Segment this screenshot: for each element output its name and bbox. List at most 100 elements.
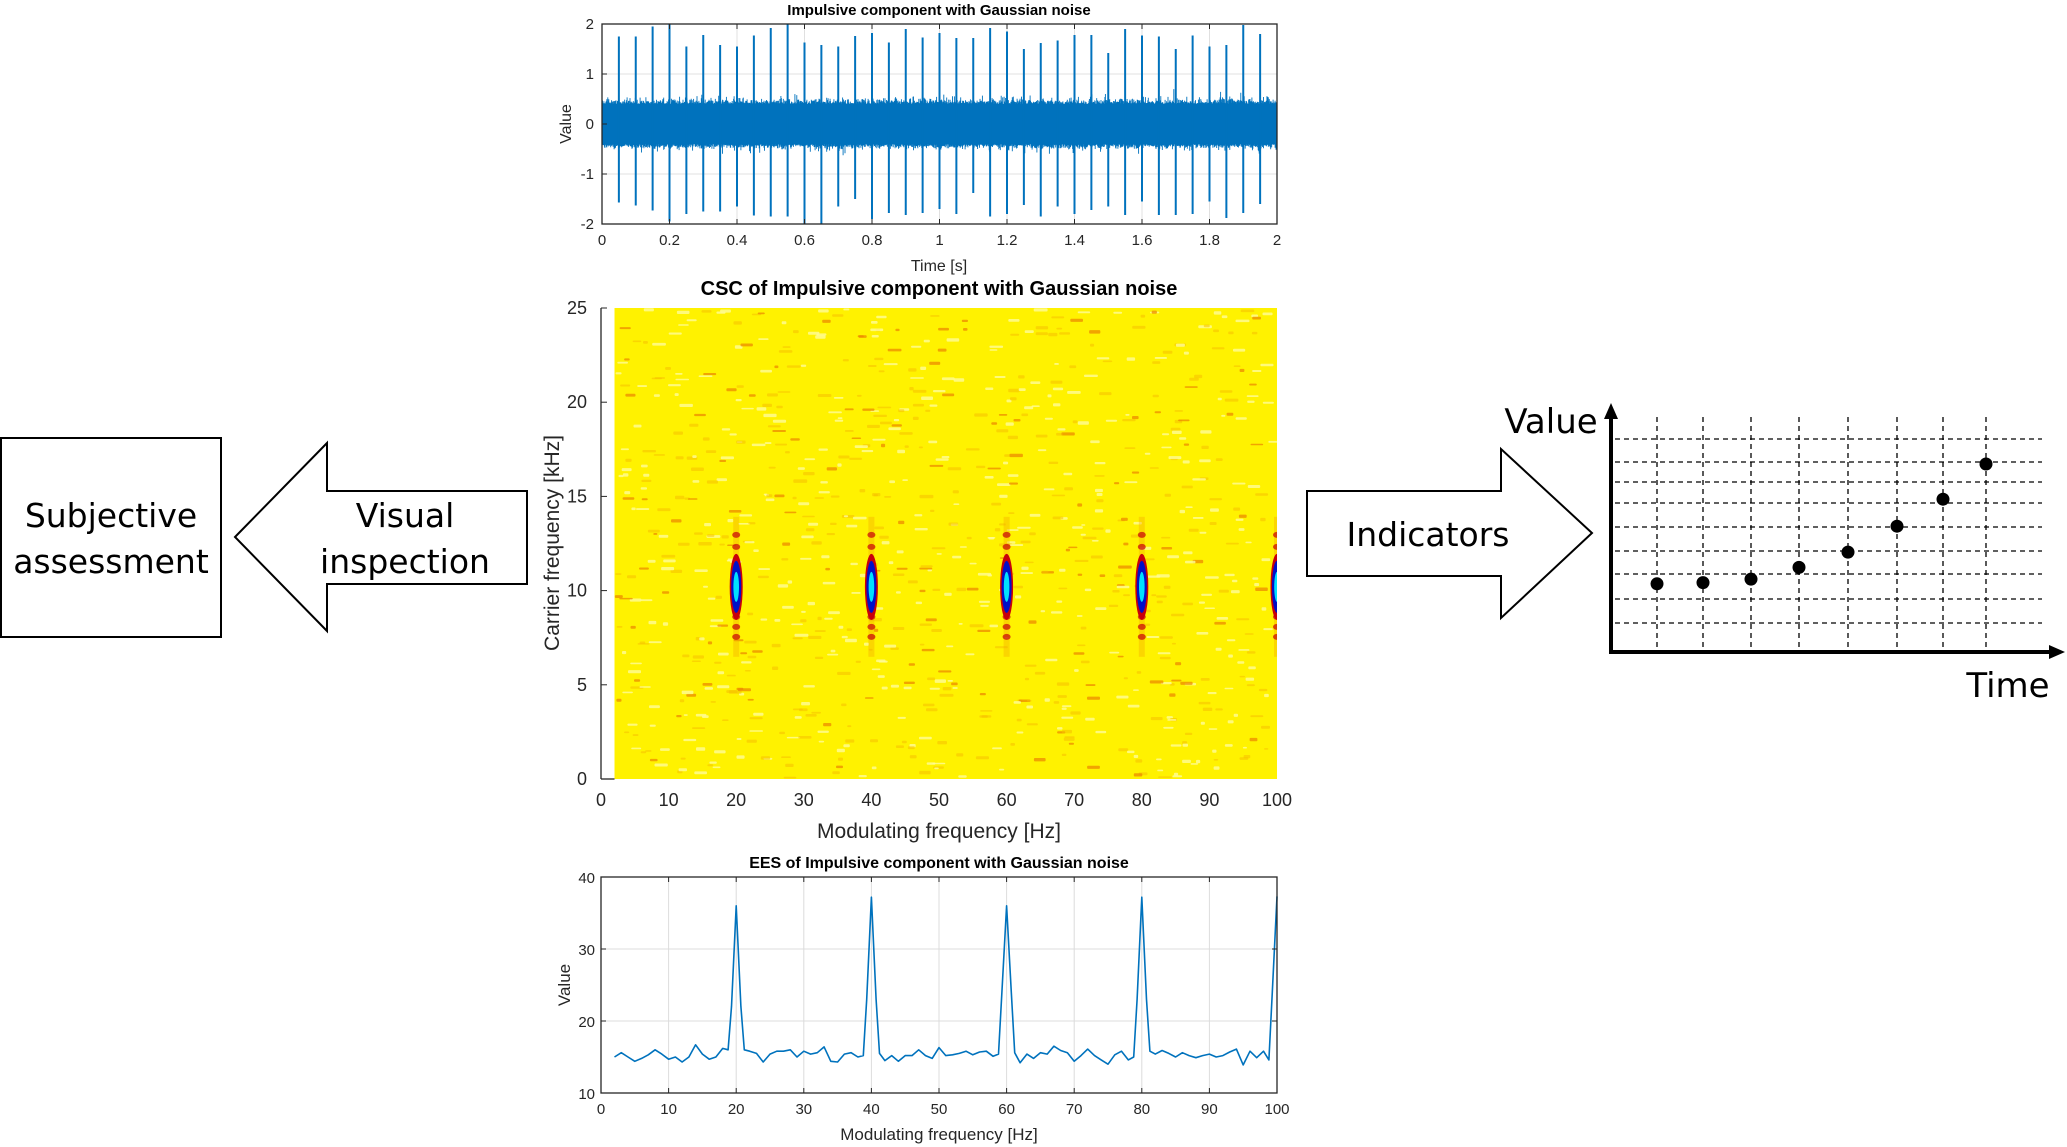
heatmap-texture — [1173, 772, 1179, 776]
heatmap-texture — [1252, 577, 1259, 580]
heatmap-texture — [961, 319, 968, 322]
heatmap-texture — [1133, 773, 1143, 777]
heatmap-texture — [649, 758, 658, 762]
heatmap-texture — [838, 625, 844, 629]
x-tick-label: 1.4 — [1064, 232, 1085, 249]
heatmap-texture — [1263, 628, 1273, 631]
heatmap-texture — [864, 642, 869, 646]
heatmap-texture — [1144, 452, 1151, 455]
heatmap-texture — [793, 330, 799, 334]
heatmap-texture — [1081, 524, 1086, 526]
heatmap-texture — [1221, 315, 1228, 319]
heatmap-texture — [1080, 533, 1086, 536]
heatmap-texture — [1159, 656, 1171, 660]
heatmap-texture — [1239, 368, 1245, 372]
heatmap-texture — [1181, 485, 1193, 489]
heatmap-texture — [884, 496, 892, 498]
heatmap-texture — [1040, 610, 1046, 613]
heatmap-texture — [1264, 748, 1269, 750]
heatmap-texture — [648, 641, 662, 644]
heatmap-texture — [1016, 718, 1022, 722]
heatmap-texture — [668, 332, 682, 335]
heatmap-texture — [757, 575, 769, 579]
heatmap-texture — [929, 687, 940, 690]
heatmap-texture — [775, 443, 788, 446]
heatmap-texture — [1185, 506, 1193, 508]
hotspot-satellite — [867, 543, 876, 550]
csc-title: CSC of Impulsive component with Gaussian… — [701, 278, 1178, 300]
heatmap-texture — [919, 623, 932, 626]
x-tick-label: 30 — [794, 790, 814, 810]
visual-inspection-arrow — [233, 440, 528, 634]
heatmap-texture — [1109, 651, 1120, 654]
heatmap-texture — [698, 542, 712, 546]
heatmap-texture — [728, 510, 742, 513]
heatmap-texture — [1215, 708, 1223, 711]
heatmap-texture — [1133, 689, 1139, 691]
heatmap-texture — [771, 643, 781, 648]
heatmap-texture — [1057, 695, 1067, 698]
heatmap-texture — [747, 698, 754, 701]
heatmap-texture — [689, 423, 699, 427]
heatmap-texture — [614, 595, 623, 598]
heatmap-texture — [897, 716, 906, 719]
heatmap-texture — [1183, 443, 1190, 446]
heatmap-texture — [907, 746, 915, 750]
heatmap-texture — [1255, 493, 1269, 496]
heatmap-texture — [808, 331, 820, 335]
heatmap-texture — [1057, 727, 1063, 730]
heatmap-texture — [1080, 626, 1087, 630]
heatmap-texture — [1182, 460, 1190, 464]
heatmap-texture — [975, 756, 989, 760]
heatmap-texture — [1048, 461, 1059, 464]
heatmap-texture — [1116, 695, 1129, 699]
heatmap-texture — [618, 474, 624, 478]
heatmap-texture — [692, 655, 704, 659]
heatmap-texture — [908, 368, 917, 372]
heatmap-texture — [872, 438, 886, 441]
heatmap-texture — [785, 763, 794, 767]
trend-data-point — [1936, 492, 1950, 506]
heatmap-texture — [925, 618, 937, 622]
heatmap-texture — [927, 569, 932, 572]
heatmap-texture — [768, 466, 776, 469]
heatmap-texture — [923, 339, 930, 343]
heatmap-texture — [1151, 310, 1157, 314]
heatmap-texture — [969, 624, 984, 628]
heatmap-texture — [772, 419, 787, 423]
heatmap-texture — [1182, 602, 1193, 606]
heatmap-texture — [654, 763, 668, 767]
heatmap-texture — [717, 671, 725, 675]
heatmap-texture — [856, 394, 862, 397]
heatmap-texture — [729, 433, 737, 436]
heatmap-texture — [956, 753, 964, 757]
heatmap-texture — [942, 393, 955, 397]
heatmap-texture — [741, 661, 752, 664]
heatmap-texture — [1194, 374, 1203, 379]
heatmap-texture — [1077, 503, 1083, 507]
heatmap-texture — [807, 601, 815, 606]
heatmap-texture — [633, 424, 642, 428]
heatmap-texture — [679, 403, 693, 407]
heatmap-texture — [1180, 681, 1193, 685]
heatmap-texture — [1249, 383, 1257, 386]
heatmap-texture — [764, 442, 772, 444]
heatmap-texture — [1056, 432, 1063, 436]
heatmap-texture — [1026, 705, 1033, 709]
heatmap-texture — [707, 641, 713, 645]
heatmap-texture — [1204, 607, 1215, 609]
heatmap-texture — [779, 731, 785, 735]
y-tick-label: -1 — [581, 166, 594, 183]
heatmap-texture — [1217, 397, 1222, 401]
heatmap-texture — [1044, 417, 1053, 420]
heatmap-texture — [793, 479, 808, 483]
hotspot-satellite — [867, 531, 876, 538]
heatmap-texture — [1008, 512, 1015, 514]
heatmap-texture — [736, 385, 744, 388]
heatmap-texture — [1024, 330, 1034, 333]
heatmap-texture — [1167, 719, 1177, 721]
heatmap-texture — [1054, 363, 1059, 365]
heatmap-texture — [762, 403, 772, 407]
heatmap-texture — [1200, 678, 1210, 681]
heatmap-texture — [818, 309, 829, 313]
